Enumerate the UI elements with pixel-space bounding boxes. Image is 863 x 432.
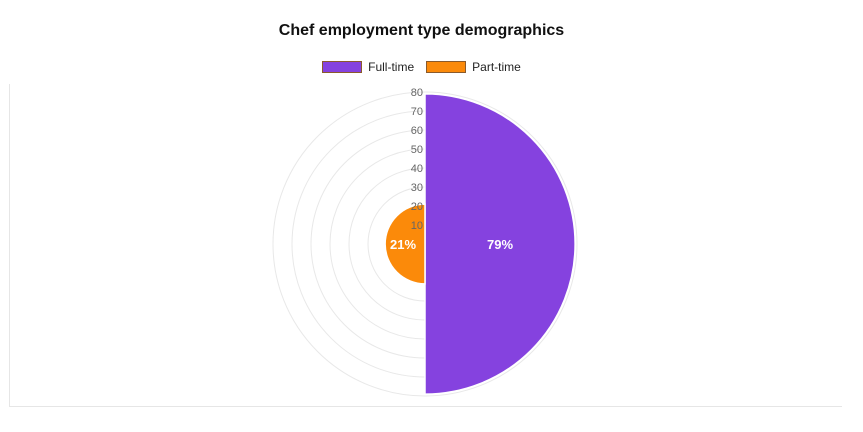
slice-full-time (424, 93, 576, 395)
legend-swatch-part-time (426, 61, 467, 73)
r-tick-label-30: 30 (411, 182, 423, 194)
legend: Full-time Part-time (0, 60, 843, 74)
legend-item-part-time[interactable]: Part-time (426, 60, 521, 74)
data-label-full-time: 79% (487, 237, 513, 252)
chart-title: Chef employment type demographics (278, 22, 565, 39)
r-tick-label-10: 10 (411, 220, 423, 232)
legend-item-full-time[interactable]: Full-time (322, 60, 414, 74)
r-tick-label-60: 60 (411, 125, 423, 137)
r-tick-label-50: 50 (411, 144, 423, 156)
r-tick-label-20: 20 (411, 201, 423, 213)
grid-ring-80 (272, 91, 578, 397)
r-tick-label-80: 80 (411, 87, 423, 99)
r-tick-label-70: 70 (411, 106, 423, 118)
legend-label-part-time: Part-time (472, 60, 521, 74)
slice-part-time (384, 203, 426, 285)
plot-area-frame (9, 84, 842, 407)
data-label-part-time: 21% (390, 237, 416, 252)
r-tick-label-40: 40 (411, 163, 423, 175)
legend-swatch-full-time (322, 61, 363, 73)
legend-label-full-time: Full-time (368, 60, 415, 74)
